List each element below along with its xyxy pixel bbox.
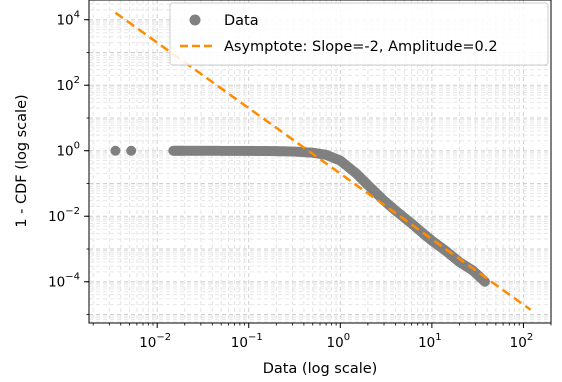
x-tick-label: 10−2: [139, 332, 171, 351]
y-tick-label: 10−4: [48, 272, 80, 291]
data-point: [479, 276, 490, 287]
x-tick-label: 10−1: [231, 332, 263, 351]
legend-marker-data: [189, 14, 201, 26]
x-axis-label: Data (log scale): [263, 361, 378, 377]
data-point: [126, 145, 137, 156]
legend: Data Asymptote: Slope=-2, Amplitude=0.2: [169, 2, 549, 66]
y-tick-label: 102: [56, 75, 80, 94]
legend-label-data: Data: [224, 13, 259, 29]
x-tick-label: 100: [327, 332, 351, 351]
y-tick-label: 10−2: [48, 206, 80, 225]
legend-label-asymptote: Asymptote: Slope=-2, Amplitude=0.2: [224, 39, 498, 55]
legend-box: [169, 2, 549, 66]
y-axis-label: 1 - CDF (log scale): [14, 94, 30, 227]
axis-ticks: 10−2 10−1 100 101 102 10−4 10−2 100 102 104: [48, 10, 552, 351]
data-point: [110, 145, 121, 156]
y-tick-label: 100: [56, 141, 80, 160]
x-tick-label: 101: [418, 332, 442, 351]
y-tick-label: 104: [56, 10, 80, 29]
x-tick-label: 102: [510, 332, 534, 351]
plot-area: [110, 11, 532, 311]
